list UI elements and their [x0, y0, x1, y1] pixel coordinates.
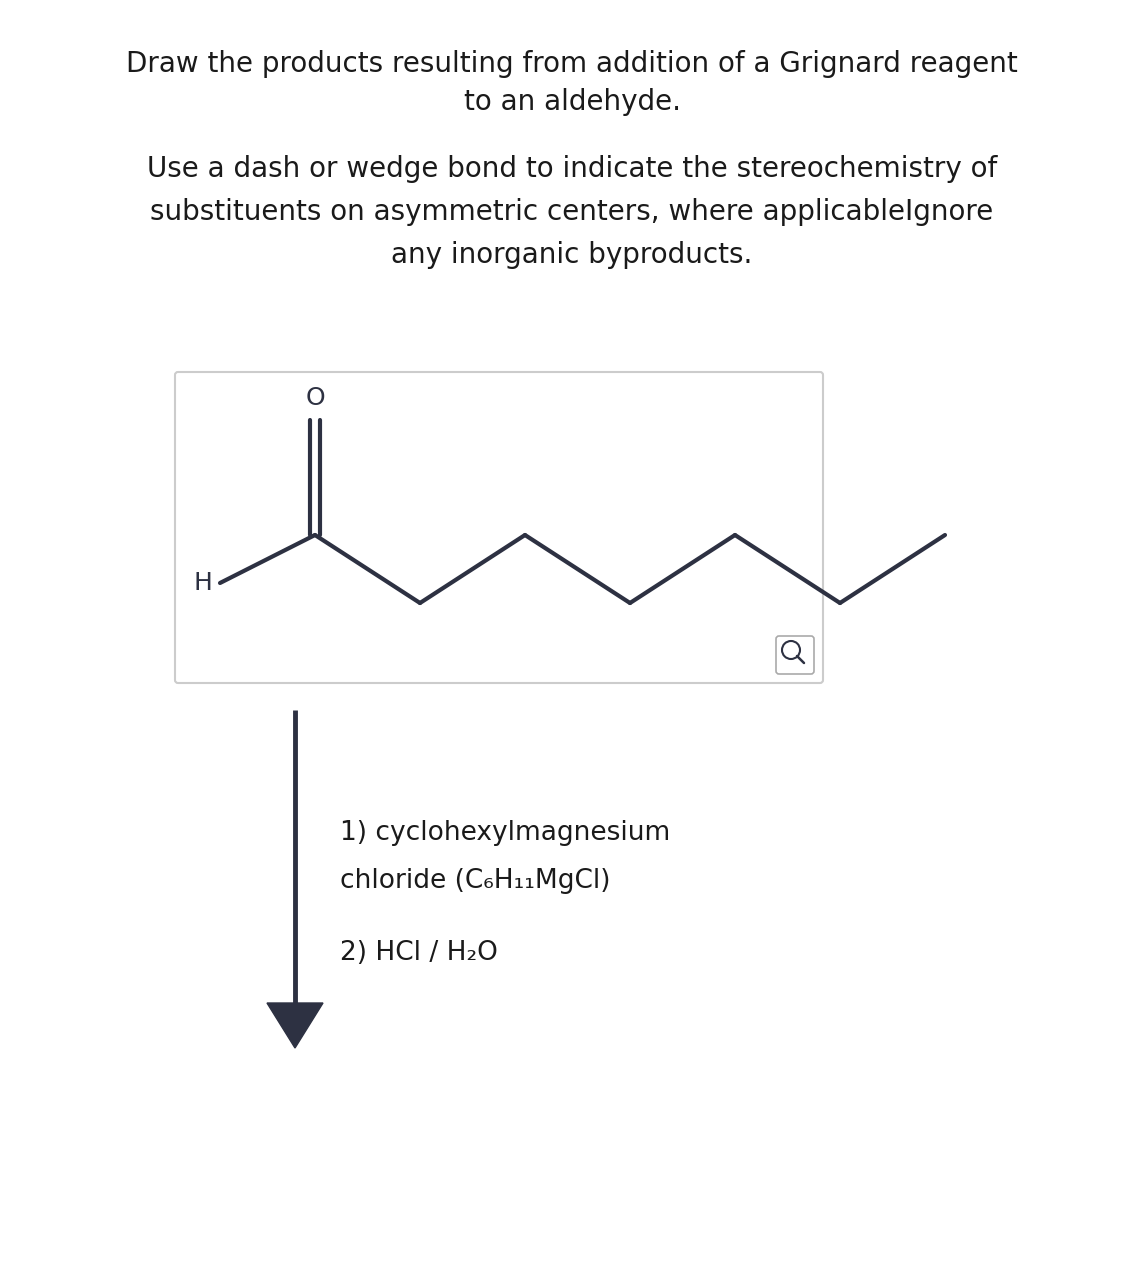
- Text: substituents on asymmetric centers, where applicableIgnore: substituents on asymmetric centers, wher…: [150, 198, 994, 226]
- Text: H: H: [193, 571, 212, 595]
- Text: Use a dash or wedge bond to indicate the stereochemistry of: Use a dash or wedge bond to indicate the…: [146, 155, 998, 183]
- Text: O: O: [305, 385, 325, 410]
- Text: Draw the products resulting from addition of a Grignard reagent: Draw the products resulting from additio…: [126, 49, 1018, 79]
- Text: any inorganic byproducts.: any inorganic byproducts.: [391, 241, 753, 269]
- FancyBboxPatch shape: [175, 372, 823, 683]
- FancyBboxPatch shape: [776, 637, 815, 675]
- Polygon shape: [267, 1003, 323, 1047]
- Text: chloride (C₆H₁₁MgCl): chloride (C₆H₁₁MgCl): [340, 869, 611, 894]
- Text: 1) cyclohexylmagnesium: 1) cyclohexylmagnesium: [340, 820, 670, 846]
- Text: to an aldehyde.: to an aldehyde.: [463, 87, 681, 115]
- Text: 2) HCl / H₂O: 2) HCl / H₂O: [340, 940, 498, 966]
